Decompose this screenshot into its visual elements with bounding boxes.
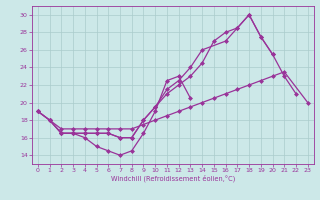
X-axis label: Windchill (Refroidissement éolien,°C): Windchill (Refroidissement éolien,°C) bbox=[111, 175, 235, 182]
